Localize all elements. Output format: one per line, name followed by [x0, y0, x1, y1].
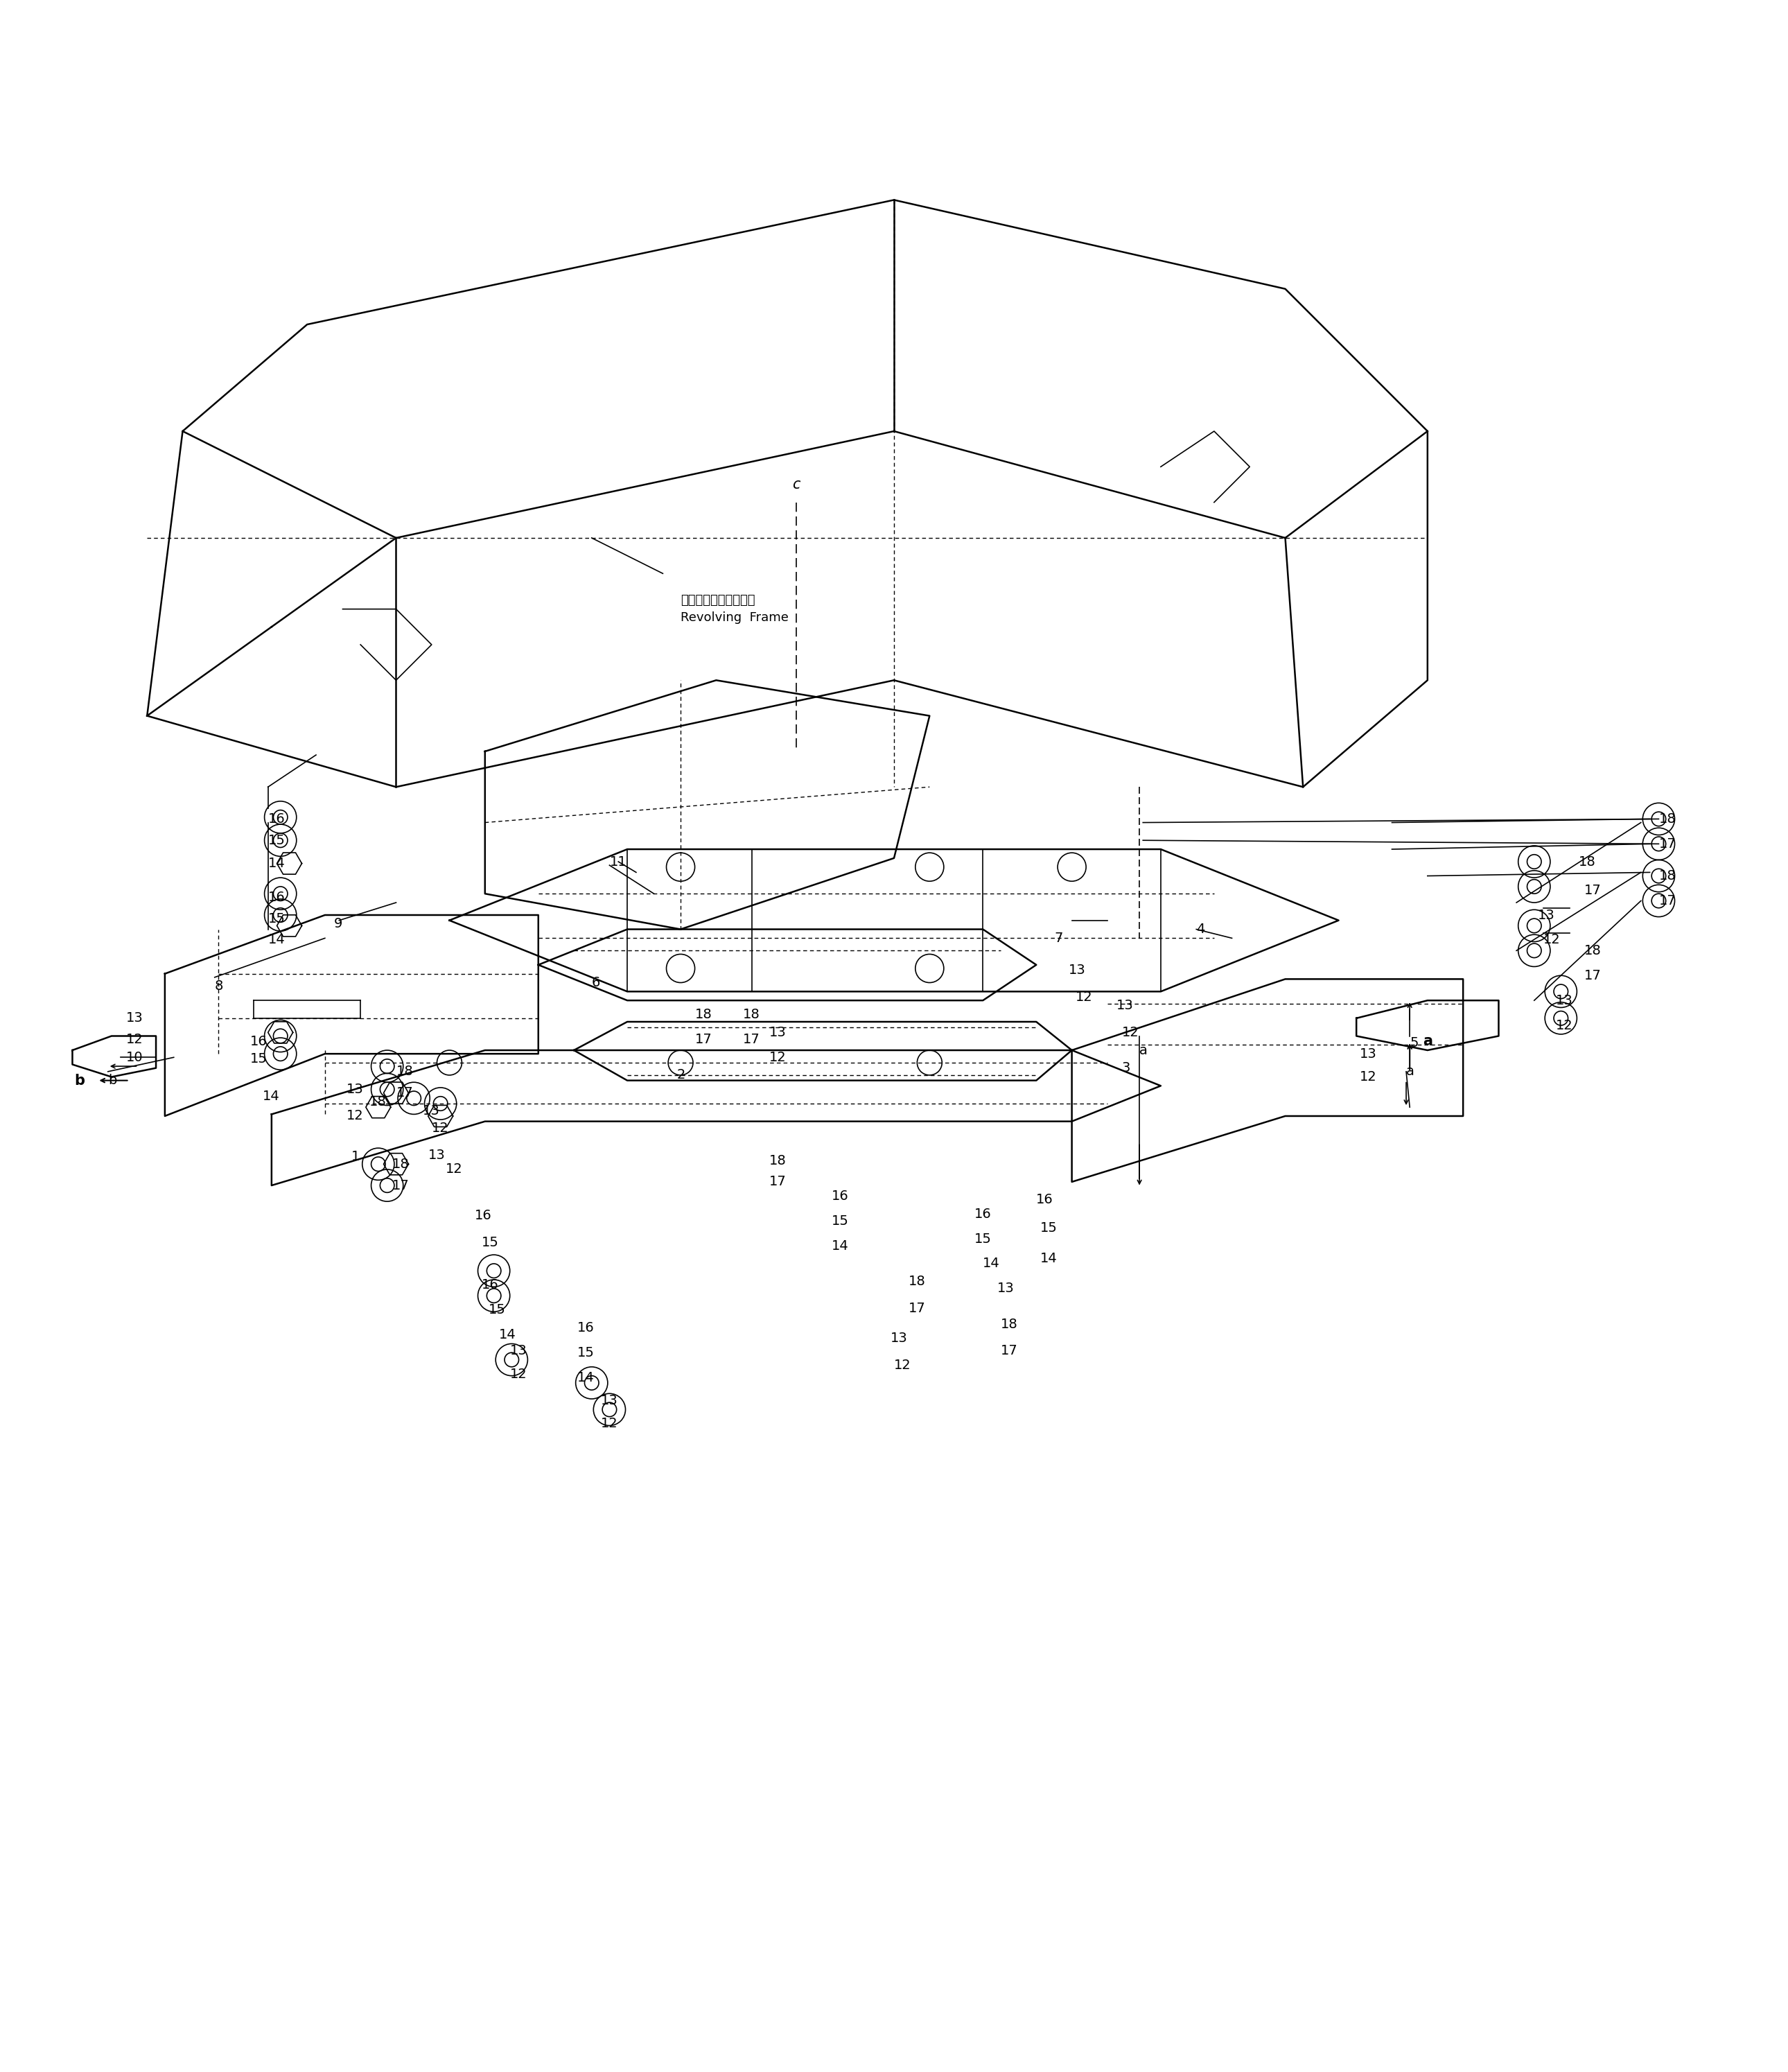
- Text: 3: 3: [1121, 1061, 1130, 1075]
- Text: 18: 18: [696, 1009, 712, 1021]
- Text: a: a: [1423, 1034, 1432, 1048]
- Text: 17: 17: [769, 1175, 787, 1189]
- Text: 15: 15: [488, 1303, 506, 1316]
- Text: 14: 14: [578, 1372, 595, 1384]
- Text: 16: 16: [974, 1208, 991, 1220]
- Text: b: b: [107, 1073, 116, 1088]
- Text: レボルビングフレーム
Revolving  Frame: レボルビングフレーム Revolving Frame: [681, 595, 789, 624]
- Text: 14: 14: [499, 1328, 517, 1341]
- Text: 8: 8: [215, 980, 224, 992]
- Text: 12: 12: [431, 1121, 449, 1135]
- Text: 13: 13: [347, 1084, 363, 1096]
- Text: 18: 18: [742, 1009, 760, 1021]
- Text: 14: 14: [983, 1258, 999, 1270]
- Text: 18: 18: [908, 1274, 926, 1289]
- Text: 12: 12: [1121, 1026, 1139, 1038]
- Text: 18: 18: [1001, 1318, 1017, 1330]
- Text: 17: 17: [393, 1179, 409, 1191]
- Text: 10: 10: [125, 1051, 143, 1063]
- Text: 14: 14: [1041, 1251, 1057, 1264]
- Text: 13: 13: [769, 1026, 787, 1038]
- Text: 18: 18: [370, 1096, 386, 1109]
- Text: 13: 13: [125, 1011, 143, 1026]
- Text: 7: 7: [1055, 932, 1062, 945]
- Text: 12: 12: [347, 1109, 363, 1123]
- Text: 15: 15: [974, 1233, 991, 1245]
- Text: 13: 13: [422, 1104, 440, 1117]
- Text: 5: 5: [1409, 1036, 1418, 1051]
- Text: a: a: [1405, 1065, 1414, 1077]
- Text: 18: 18: [769, 1154, 787, 1167]
- Text: 13: 13: [510, 1345, 527, 1357]
- Text: c: c: [792, 479, 801, 491]
- Text: 12: 12: [1361, 1071, 1377, 1084]
- Text: 18: 18: [1659, 812, 1675, 825]
- Text: 14: 14: [263, 1090, 281, 1102]
- Text: 2: 2: [678, 1069, 685, 1082]
- Text: 17: 17: [1659, 837, 1675, 850]
- Text: 12: 12: [1075, 990, 1092, 1003]
- Text: 18: 18: [1584, 945, 1602, 957]
- Text: 13: 13: [998, 1283, 1014, 1295]
- Text: 15: 15: [578, 1347, 595, 1359]
- Text: 17: 17: [742, 1034, 760, 1046]
- Text: 14: 14: [831, 1239, 849, 1251]
- Text: 13: 13: [1556, 995, 1573, 1007]
- Text: 12: 12: [1543, 932, 1561, 947]
- Text: 6: 6: [592, 976, 601, 988]
- Text: 13: 13: [1067, 963, 1085, 976]
- Text: 15: 15: [1041, 1222, 1057, 1235]
- Text: 12: 12: [894, 1359, 912, 1372]
- Text: 13: 13: [1116, 999, 1134, 1013]
- Text: 12: 12: [125, 1034, 143, 1046]
- Text: 18: 18: [1579, 856, 1597, 868]
- Text: 18: 18: [397, 1065, 413, 1077]
- Text: 1: 1: [352, 1150, 359, 1164]
- Text: 4: 4: [1196, 922, 1205, 937]
- Text: 17: 17: [1584, 970, 1602, 982]
- Text: 15: 15: [831, 1214, 849, 1227]
- Text: a: a: [1139, 1044, 1148, 1057]
- Text: 17: 17: [1584, 883, 1602, 897]
- Text: 13: 13: [1361, 1046, 1377, 1061]
- Text: 14: 14: [268, 858, 284, 870]
- Text: 15: 15: [481, 1235, 499, 1249]
- Text: 12: 12: [445, 1162, 463, 1177]
- Text: 17: 17: [1659, 895, 1675, 908]
- Text: 11: 11: [610, 856, 626, 868]
- Text: 16: 16: [268, 891, 284, 903]
- Text: 12: 12: [1556, 1019, 1573, 1032]
- Text: 17: 17: [1001, 1345, 1017, 1357]
- Text: 12: 12: [510, 1368, 527, 1380]
- Text: 15: 15: [268, 833, 286, 847]
- Text: 13: 13: [601, 1394, 617, 1407]
- Text: 17: 17: [696, 1034, 712, 1046]
- Text: 12: 12: [601, 1417, 617, 1430]
- Text: 16: 16: [831, 1189, 849, 1202]
- Text: 15: 15: [268, 912, 286, 926]
- Text: 16: 16: [481, 1278, 499, 1291]
- Text: 16: 16: [578, 1322, 595, 1334]
- Text: 12: 12: [769, 1051, 787, 1063]
- Text: b: b: [75, 1073, 84, 1088]
- Text: 18: 18: [1659, 870, 1675, 883]
- Text: 14: 14: [268, 932, 284, 947]
- Text: 17: 17: [908, 1301, 926, 1316]
- Text: 9: 9: [334, 918, 342, 930]
- Text: 13: 13: [890, 1332, 908, 1345]
- Text: 15: 15: [250, 1053, 268, 1065]
- Text: 16: 16: [1037, 1193, 1053, 1206]
- Text: 13: 13: [427, 1148, 445, 1162]
- Text: 13: 13: [1538, 908, 1556, 922]
- Text: 17: 17: [397, 1086, 413, 1100]
- Text: 18: 18: [393, 1158, 409, 1171]
- Text: 16: 16: [268, 812, 284, 825]
- Text: 16: 16: [250, 1034, 268, 1048]
- Text: 16: 16: [474, 1210, 492, 1222]
